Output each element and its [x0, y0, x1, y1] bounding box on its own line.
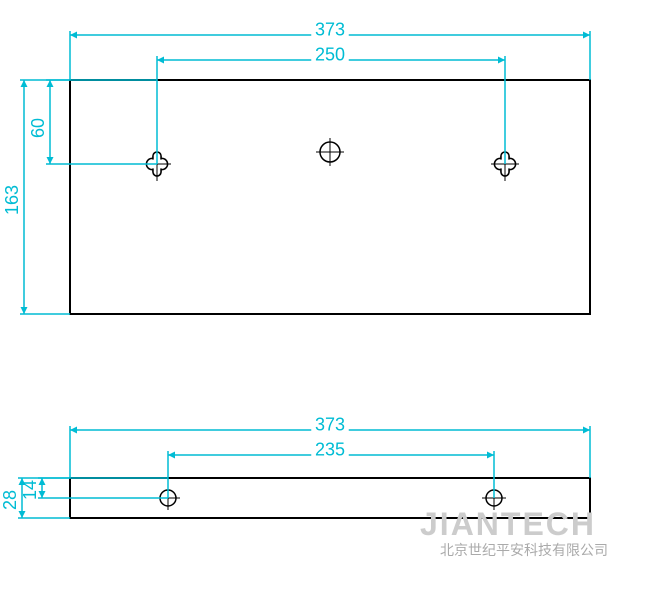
dim-side-14: 14	[20, 478, 168, 500]
watermark-logo: JIANTECH	[420, 506, 596, 542]
dim-top-373-label: 373	[315, 19, 345, 39]
dim-top-60: 60	[28, 80, 157, 164]
dim-side-235: 235	[168, 439, 494, 498]
dim-top-250: 250	[157, 44, 505, 164]
dim-side-28-label: 28	[0, 490, 20, 510]
watermark-company: 北京世纪平安科技有限公司	[440, 542, 608, 558]
watermark: JIANTECH北京世纪平安科技有限公司	[420, 506, 608, 558]
side-view: 373 235 2814	[0, 414, 590, 518]
dim-top-60-label: 60	[28, 118, 48, 138]
dim-top-163-label: 163	[2, 185, 22, 215]
dim-side-235-label: 235	[315, 439, 345, 459]
top-plate-outline	[70, 80, 590, 314]
top-view: 373 250 163 60	[2, 19, 590, 314]
dim-side-14-label: 14	[20, 480, 40, 500]
center-hole	[316, 138, 344, 166]
dim-side-373-label: 373	[315, 414, 345, 434]
dim-top-250-label: 250	[315, 44, 345, 64]
dim-top-163: 163	[2, 80, 70, 314]
